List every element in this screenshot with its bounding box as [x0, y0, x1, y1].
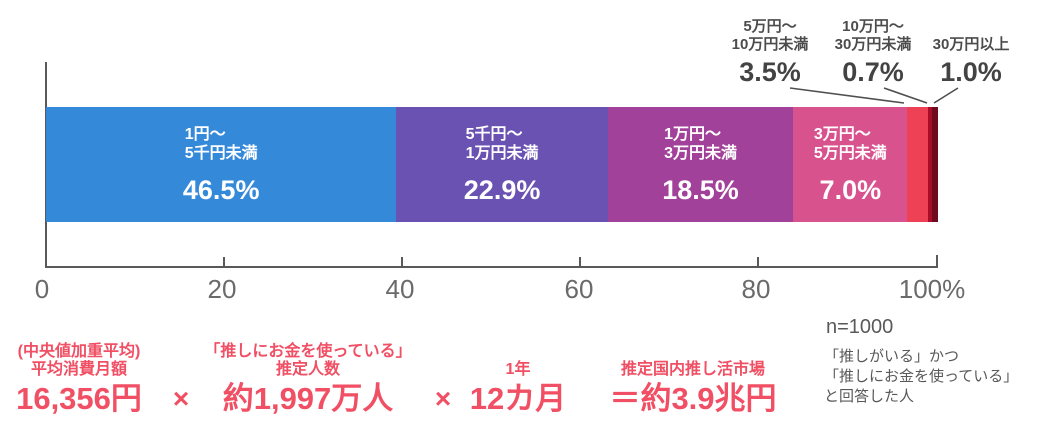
callout-percent: 0.7% — [842, 57, 904, 87]
x-tick-label-20: 20 — [207, 274, 237, 304]
bar-segment-10man-30man — [928, 107, 933, 222]
segment-label: 1円〜 5千円未満 — [184, 125, 258, 162]
bar-segment-5sen-1man: 5千円〜 1万円未満 22.9% — [396, 107, 608, 222]
segment-percent: 7.0% — [819, 174, 882, 205]
x-tick-label-60: 60 — [564, 274, 594, 304]
callout-percent: 3.5% — [739, 57, 801, 87]
formula-value: 約1,997万人 — [222, 381, 394, 416]
formula-header: 1年 — [505, 361, 531, 378]
formula-header: 「推しにお金を使っている」 推定人数 — [204, 343, 412, 378]
formula-header: 推定国内推し活市場 — [620, 361, 766, 378]
x-tick-label-100: 100% — [898, 274, 966, 304]
x-tick-label-80: 80 — [741, 274, 771, 304]
sample-size: n=1000 — [826, 316, 894, 338]
segment-percent: 18.5% — [662, 174, 739, 205]
bar-segment-5man-10man — [907, 107, 928, 222]
segment-label: 1万円〜 3万円未満 — [664, 125, 737, 162]
bar-segment-30man-over — [932, 107, 939, 222]
x-tick-20 — [223, 257, 225, 266]
formula-header: (中央値加重平均) 平均消費月額 — [17, 343, 141, 378]
segment-label: 5千円〜 1万円未満 — [465, 125, 539, 162]
x-axis-line — [45, 266, 938, 268]
segment-label: 3万円〜 5万円未満 — [813, 125, 887, 162]
leader-line-3-5pct — [789, 87, 905, 104]
callout-label-line1: 30万円以上 — [932, 36, 1010, 53]
multiply-sign: × — [172, 383, 190, 414]
bar-segment-1man-3man: 1万円〜 3万円未満 18.5% — [607, 107, 794, 222]
bar-segment-3man-5man: 3万円〜 5万円未満 7.0% — [793, 107, 908, 222]
segment-percent: 22.9% — [463, 174, 541, 205]
x-tick-label-0: 0 — [34, 274, 50, 304]
leader-line-0-7pct — [883, 87, 928, 104]
formula-estimated-people: 「推しにお金を使っている」 推定人数 約1,997万人 — [204, 333, 411, 416]
x-tick-40 — [401, 257, 403, 266]
formula-value: 16,356円 — [16, 381, 142, 416]
callout-label-line2: 10万円未満 — [731, 36, 809, 53]
formula-market-size: 推定国内推し活市場 ＝約3.9兆円 — [609, 333, 776, 416]
sample-note: 「推しがいる」かつ 「推しにお金を使っている」 と回答した人 — [824, 348, 1019, 405]
segment-percent: 46.5% — [182, 174, 260, 205]
x-tick-60 — [579, 257, 581, 266]
formula-value: ＝約3.9兆円 — [609, 381, 777, 416]
leader-line-1-0pct — [933, 87, 959, 104]
multiply-sign: × — [434, 383, 452, 414]
callout-label-line1: 10万円〜 — [842, 18, 904, 35]
callout-percent: 1.0% — [940, 57, 1002, 87]
callout-10man-30man: 10万円〜 30万円未満 0.7% — [835, 5, 912, 87]
callout-30man-over: 30万円以上 1.0% — [933, 5, 1010, 87]
callout-label-line1: 5万円〜 — [743, 18, 797, 35]
formula-value: 12カ月 — [469, 381, 567, 416]
callout-5man-10man: 5万円〜 10万円未満 3.5% — [732, 5, 809, 87]
stacked-bar: 1円〜 5千円未満 46.5% 5千円〜 1万円未満 22.9% 1万円〜 3万… — [46, 107, 939, 222]
x-tick-100 — [936, 255, 938, 266]
callout-label-line2: 30万円未満 — [834, 36, 912, 53]
x-tick-label-40: 40 — [385, 274, 415, 304]
formula-one-year: 1年 12カ月 — [470, 333, 566, 416]
formula-avg-monthly-spend: (中央値加重平均) 平均消費月額 16,356円 — [16, 333, 142, 416]
bar-segment-1yen-5sen: 1円〜 5千円未満 46.5% — [46, 107, 397, 222]
x-tick-80 — [757, 257, 759, 266]
